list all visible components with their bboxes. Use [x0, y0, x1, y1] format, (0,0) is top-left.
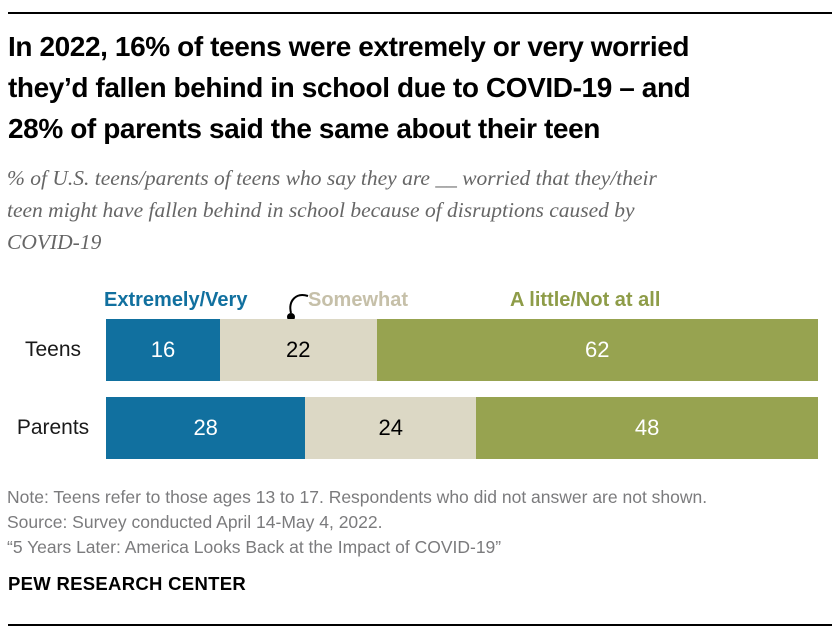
subtitle-line-2: teen might have fallen behind in school …: [7, 198, 635, 222]
bottom-divider: [8, 624, 832, 626]
page-title: In 2022, 16% of teens were extremely or …: [8, 26, 832, 149]
bar-segment: 16: [106, 319, 220, 381]
chart-subtitle: % of U.S. teens/parents of teens who say…: [7, 162, 831, 258]
bar-label-parents: Parents: [16, 416, 90, 439]
bar-label-teens: Teens: [24, 338, 82, 361]
pew-research-center-wordmark: PEW RESEARCH CENTER: [8, 573, 246, 594]
bar-row-teens: Teens 16 22 62: [0, 319, 840, 381]
bar-segment: 22: [219, 319, 377, 381]
title-line-1: In 2022, 16% of teens were extremely or …: [8, 31, 690, 62]
bar-track: 28 24 48: [106, 397, 818, 459]
top-divider: [8, 12, 832, 14]
subtitle-line-1: % of U.S. teens/parents of teens who say…: [7, 166, 657, 190]
bar-segment: 28: [106, 397, 306, 459]
title-line-2: they’d fallen behind in school due to CO…: [8, 72, 691, 103]
bar-segment: 24: [305, 397, 477, 459]
bar-row-parents: Parents 28 24 48: [0, 397, 840, 459]
bar-segment: 48: [476, 397, 818, 459]
legend-extremely-very: Extremely/Very: [104, 289, 248, 311]
legend-somewhat: Somewhat: [308, 289, 409, 311]
note-text: Note: Teens refer to those ages 13 to 17…: [7, 487, 708, 507]
title-line-3: 28% of parents said the same about their…: [8, 113, 600, 144]
footnotes: Note: Teens refer to those ages 13 to 17…: [7, 485, 831, 560]
subtitle-line-3: COVID-19: [7, 230, 102, 254]
source-text: Source: Survey conducted April 14-May 4,…: [7, 512, 383, 532]
legend-a-little-not-at-all: A little/Not at all: [510, 289, 661, 311]
bar-rows: Teens 16 22 62 Parents 28 24 48: [0, 319, 840, 475]
bar-segment: 62: [376, 319, 818, 381]
report-title-text: “5 Years Later: America Looks Back at th…: [7, 537, 502, 557]
bar-track: 16 22 62: [106, 319, 818, 381]
